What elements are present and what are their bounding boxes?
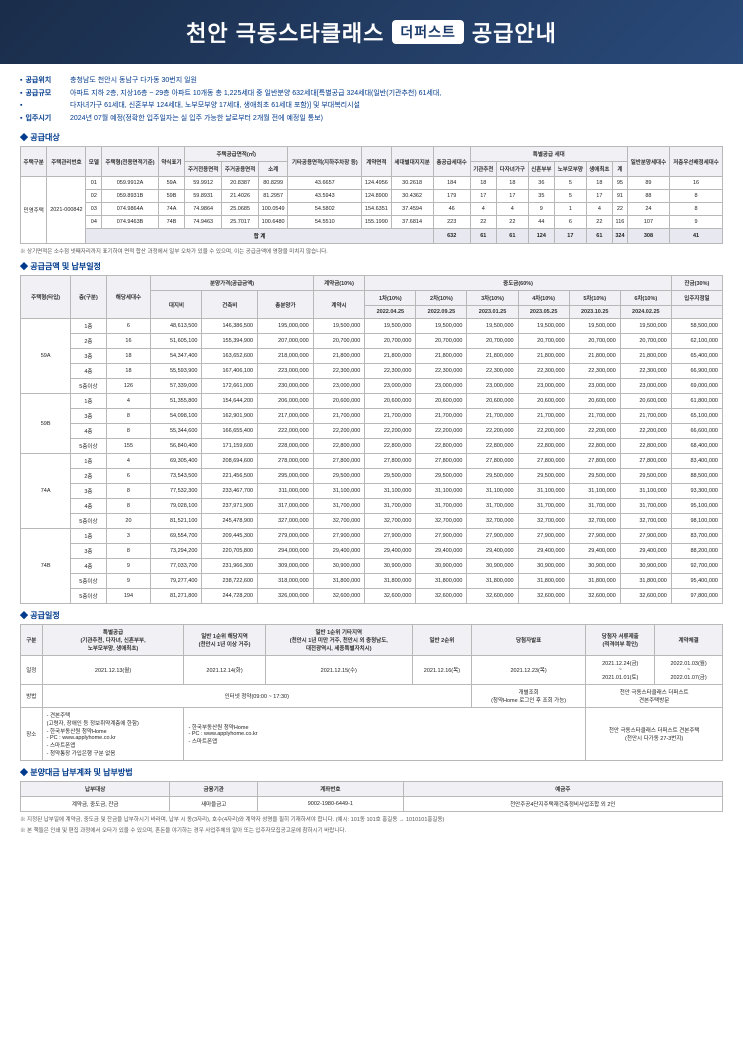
- sec3-title: 공급일정: [20, 610, 723, 621]
- sec1-title: 공급대상: [20, 132, 723, 143]
- sec2-title: 공급금액 및 납부일정: [20, 261, 723, 272]
- price-table: 주택형(타입)층(구분)해당세대수 분양가격(공급금액)계약금(10%) 중도금…: [20, 275, 723, 604]
- title-left: 천안 극동스타클래스: [186, 16, 384, 48]
- title-right: 공급안내: [472, 16, 557, 48]
- header-banner: 천안 극동스타클래스 더퍼스트 공급안내: [0, 0, 743, 64]
- account-table: 납부대상금융기관계좌번호예금주계약금, 중도금, 잔금새마을금고9002-198…: [20, 781, 723, 812]
- info-list: 공급위치충청남도 천안시 동남구 다가동 30번지 일원 공급규모아파트 지하 …: [20, 76, 723, 124]
- supply-table: 주택구분주택관리번호모델 주택형(전용면적기준)약식표기 주택공급면적(㎡)기타…: [20, 146, 723, 244]
- schedule-table: 구분특별공급(기관추천, 다자녀, 신혼부부,노부모부양, 생애최초)일반 1순…: [20, 624, 723, 761]
- title-badge: 더퍼스트: [392, 20, 464, 44]
- sec4-title: 분양대금 납부계좌 및 납부방법: [20, 767, 723, 778]
